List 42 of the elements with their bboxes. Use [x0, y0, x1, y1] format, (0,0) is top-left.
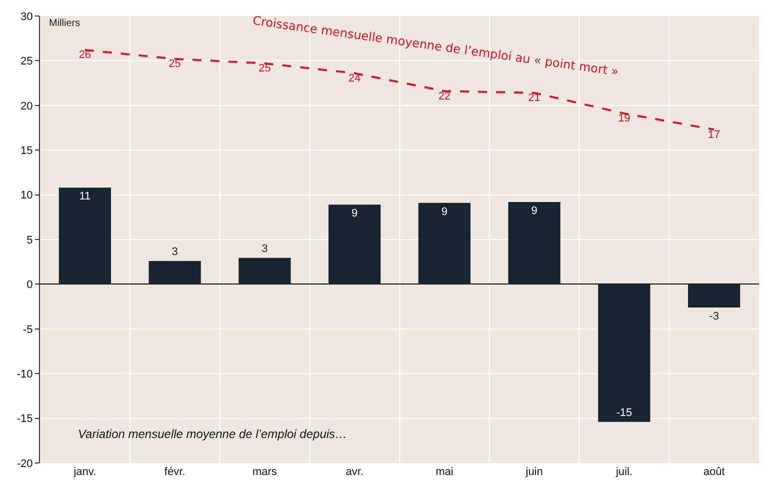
y-tick-label: -15	[16, 413, 33, 426]
data-label: 17	[708, 128, 720, 141]
y-tick-label: 5	[26, 234, 33, 246]
y-tick-label: -10	[16, 368, 33, 380]
data-label: 26	[78, 49, 92, 62]
data-label: 3	[262, 242, 268, 255]
bar	[58, 188, 111, 284]
bar	[418, 202, 470, 284]
bar	[238, 258, 291, 284]
text: Variation mensuelle moyenne de l’emploi depuis…	[78, 427, 348, 441]
data-label: 24	[348, 72, 361, 84]
bar	[508, 202, 560, 284]
data-label: -15	[616, 406, 632, 419]
bar	[688, 284, 740, 308]
bar	[148, 260, 201, 284]
data-label: 21	[528, 92, 540, 104]
y-tick-label: 30	[20, 10, 33, 23]
data-label: 9	[441, 206, 448, 218]
data-label: 9	[352, 208, 358, 220]
data-label: 22	[438, 90, 451, 102]
y-tick-label: 25	[20, 56, 33, 68]
x-tick-label: mars	[252, 466, 278, 478]
y-tick-label: 10	[20, 190, 33, 202]
x-tick-label: avr.	[346, 466, 364, 478]
y-tick-label: 0	[26, 279, 33, 292]
data-label: 11	[79, 190, 91, 203]
x-tick-label: mai	[436, 466, 454, 478]
x-tick-label: juin	[524, 466, 543, 478]
x-tick-label: janv.	[72, 466, 96, 478]
data-label: -3	[709, 310, 719, 322]
x-tick-label: juil.	[614, 466, 632, 478]
bar	[328, 204, 381, 284]
bar	[598, 284, 650, 422]
data-label: 3	[172, 246, 178, 258]
x-tick-label: févr.	[164, 466, 186, 478]
x-tick-label: août	[703, 466, 725, 478]
data-label: 9	[531, 204, 538, 217]
y-tick-label: 20	[20, 100, 33, 112]
y-tick-label: -5	[23, 324, 33, 336]
y-axis-title: Milliers	[49, 18, 80, 29]
y-tick-label: 15	[20, 144, 33, 157]
y-tick-label: -20	[16, 458, 33, 470]
